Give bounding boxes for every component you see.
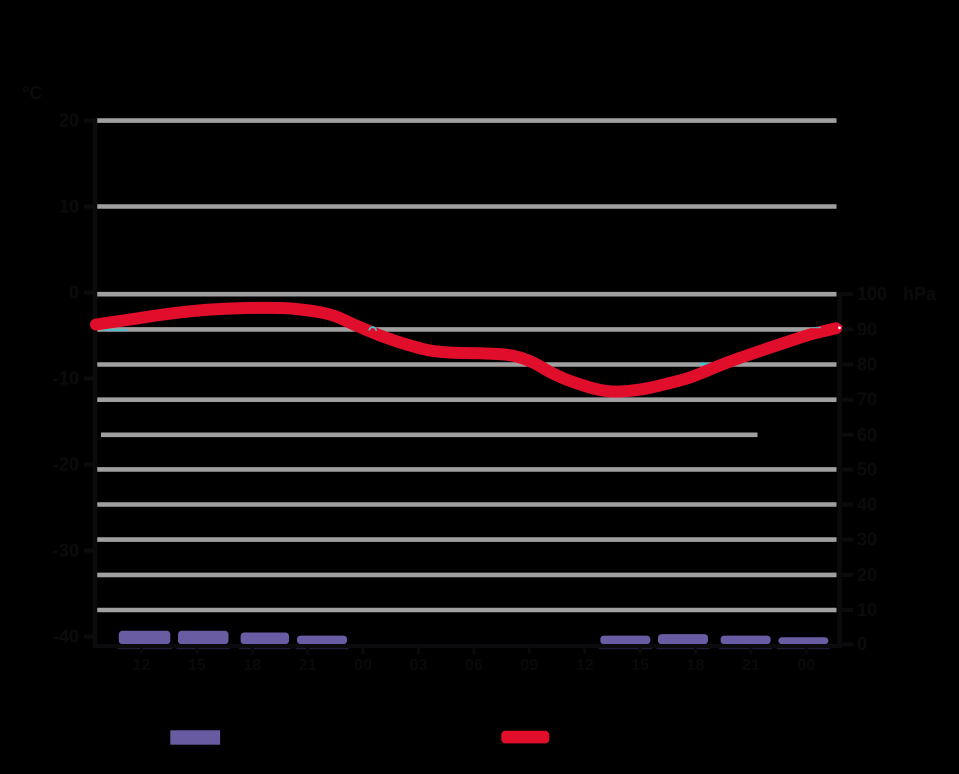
svg-text:12: 12 [133,657,151,674]
svg-text:60: 60 [857,425,877,445]
svg-text:°C: °C [22,83,42,103]
svg-text:-10: -10 [53,369,79,389]
svg-text:-30: -30 [53,541,79,561]
svg-text:0: 0 [857,634,867,654]
svg-text:Temperature: Temperature [557,730,647,747]
svg-text:0: 0 [69,283,79,303]
svg-text:-20: -20 [53,455,79,475]
svg-text:18: 18 [687,657,705,674]
svg-text:18: 18 [243,657,261,674]
svg-text:100: 100 [857,284,887,304]
svg-text:20: 20 [59,111,79,131]
svg-text:10: 10 [59,197,79,217]
svg-text:30: 30 [857,530,877,550]
svg-text:50: 50 [857,459,877,479]
svg-text:15: 15 [631,657,649,674]
svg-text:hPa: hPa [903,284,937,304]
svg-text:00: 00 [797,657,815,674]
svg-text:Precipitation probability: Precipitation probability [228,730,393,747]
svg-text:06: 06 [465,657,483,674]
svg-text:40: 40 [857,495,877,515]
svg-text:80: 80 [857,355,877,375]
svg-text:20: 20 [857,565,877,585]
svg-text:03: 03 [410,657,428,674]
svg-text:09: 09 [520,657,538,674]
svg-text:10: 10 [857,600,877,620]
svg-text:70: 70 [857,390,877,410]
svg-text:90: 90 [857,319,877,339]
svg-text:00: 00 [354,657,372,674]
svg-text:12: 12 [576,657,594,674]
svg-text:21: 21 [299,657,317,674]
svg-text:21: 21 [742,657,760,674]
svg-text:15: 15 [188,657,206,674]
svg-text:-40: -40 [53,627,79,647]
